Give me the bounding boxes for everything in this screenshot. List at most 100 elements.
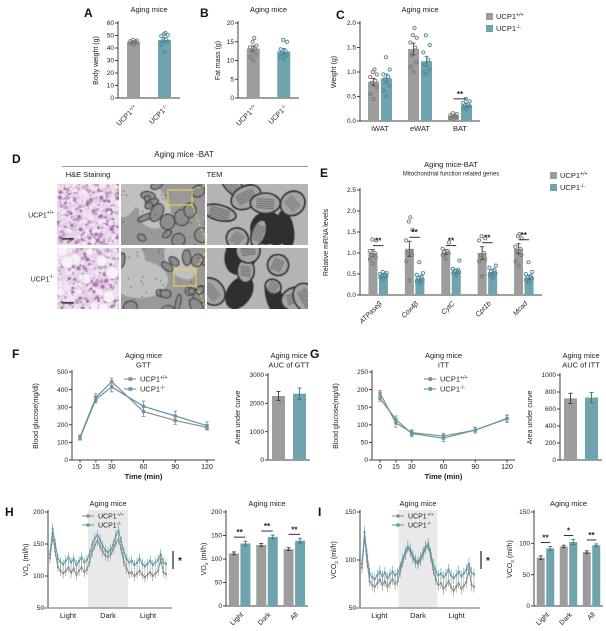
- svg-text:**: **: [237, 528, 244, 537]
- svg-text:UCP1-/-​: UCP1-/-​: [408, 521, 432, 529]
- svg-text:Aging mice: Aging mice: [425, 351, 462, 360]
- svg-text:0: 0: [552, 457, 556, 464]
- svg-text:BAT: BAT: [453, 124, 467, 133]
- svg-text:Light: Light: [371, 611, 388, 620]
- panel-c-letter: C: [336, 8, 345, 22]
- vco2-timecourse-chart: 50 100 150 VCO2​ (ml/h) Aging mice Light Dark L…: [331, 499, 490, 620]
- svg-text:200: 200: [211, 509, 222, 516]
- svg-text:**: **: [291, 525, 298, 534]
- svg-text:Aging mice: Aging mice: [550, 499, 587, 508]
- svg-text:VO2​ (ml/h): VO2​ (ml/h): [23, 544, 32, 577]
- svg-text:Aging mice: Aging mice: [399, 499, 436, 508]
- svg-text:15: 15: [227, 39, 235, 46]
- tissue-weight-chart: 0.0 0.5 1.0 1.5 2.0 Weight (g) Aging mice iWAT e…: [331, 5, 524, 133]
- svg-text:eWAT: eWAT: [410, 124, 430, 133]
- tem-zoom-image-ko: [207, 248, 308, 309]
- svg-text:All: All: [586, 611, 597, 622]
- panel-a-letter: A: [84, 6, 93, 20]
- svg-text:**: **: [457, 90, 464, 99]
- svg-text:0.5: 0.5: [347, 94, 356, 101]
- svg-text:120: 120: [501, 464, 513, 471]
- svg-text:Dark: Dark: [100, 611, 116, 620]
- svg-text:UCP1+/+​: UCP1+/+​: [140, 375, 168, 384]
- svg-text:UCP1-/-​: UCP1-/-​: [440, 385, 465, 394]
- svg-text:UCP1+/+​: UCP1+/+​: [560, 171, 588, 180]
- svg-text:1.5: 1.5: [347, 45, 356, 52]
- svg-text:UCP1-/-​: UCP1-/-​: [98, 521, 122, 529]
- svg-text:150: 150: [211, 533, 222, 540]
- svg-text:ATPaseβ: ATPaseβ: [358, 300, 384, 326]
- svg-text:Area under curve: Area under curve: [235, 391, 242, 445]
- svg-text:0.0: 0.0: [347, 118, 356, 125]
- svg-text:Light: Light: [60, 611, 77, 620]
- svg-text:**: **: [484, 234, 491, 243]
- panel-g-letter: G: [310, 347, 320, 361]
- ucp1-ko-row-label: UCP1-/-: [30, 274, 54, 284]
- svg-text:Weight (g): Weight (g): [331, 56, 338, 88]
- svg-text:15: 15: [92, 464, 100, 471]
- svg-text:Area under curve: Area under curve: [527, 391, 534, 445]
- svg-text:Aging mice-BAT: Aging mice-BAT: [424, 160, 478, 169]
- svg-text:150: 150: [357, 404, 368, 411]
- panel-f-letter: F: [12, 347, 20, 361]
- svg-text:150: 150: [33, 541, 44, 548]
- svg-text:120: 120: [201, 464, 213, 471]
- svg-text:250: 250: [357, 369, 368, 376]
- svg-text:Aging mice: Aging mice: [130, 5, 167, 14]
- svg-text:Body weight (g): Body weight (g): [93, 36, 100, 85]
- svg-text:Light: Light: [229, 611, 245, 627]
- svg-text:1000: 1000: [542, 372, 557, 379]
- svg-text:60: 60: [140, 464, 148, 471]
- svg-text:1.0: 1.0: [347, 250, 356, 257]
- svg-text:GTT: GTT: [136, 361, 151, 370]
- svg-text:2000: 2000: [250, 401, 265, 408]
- svg-text:Aging mice: Aging mice: [401, 5, 438, 14]
- svg-text:Fat mass (g): Fat mass (g): [215, 41, 222, 80]
- svg-text:Dark: Dark: [257, 611, 273, 627]
- svg-text:**: **: [542, 533, 549, 542]
- svg-text:50: 50: [215, 580, 223, 587]
- panel-e-letter: E: [320, 166, 329, 180]
- svg-text:0.5: 0.5: [347, 271, 356, 278]
- itt-auc-chart: 0 200 400 600 800 1000 Area under curve Aging m…: [527, 351, 602, 464]
- svg-text:20: 20: [107, 70, 115, 77]
- svg-text:Relative mRNA levels: Relative mRNA levels: [323, 208, 330, 276]
- svg-text:UCP1-/-​: UCP1-/-​: [496, 24, 521, 33]
- svg-text:0: 0: [64, 457, 68, 464]
- svg-text:UCP1-/-​: UCP1-/-​: [140, 385, 165, 394]
- panel-b-letter: B: [200, 6, 209, 20]
- svg-text:60: 60: [107, 20, 115, 27]
- svg-text:0.0: 0.0: [347, 292, 356, 299]
- svg-text:2.0: 2.0: [347, 208, 356, 215]
- svg-text:20: 20: [227, 20, 235, 27]
- svg-text:1000: 1000: [250, 429, 265, 436]
- svg-text:Light: Light: [535, 611, 551, 627]
- svg-text:90: 90: [471, 464, 479, 471]
- svg-text:150: 150: [345, 509, 356, 516]
- svg-text:UCP1+/+​: UCP1+/+​: [408, 512, 434, 520]
- svg-text:**: **: [264, 522, 271, 531]
- svg-text:ITT: ITT: [438, 361, 450, 370]
- svg-text:**: **: [375, 237, 382, 246]
- vco2-bar-chart: 0 50 100 150 VCO2​ (ml/h) Aging mice Light Dark…: [507, 499, 603, 627]
- svg-text:30: 30: [408, 464, 416, 471]
- svg-text:AUC of GTT: AUC of GTT: [268, 361, 310, 370]
- svg-text:VCO2​ (ml/h): VCO2​ (ml/h): [507, 540, 516, 578]
- svg-text:Time (min): Time (min): [125, 472, 163, 481]
- svg-text:Dark: Dark: [410, 611, 426, 620]
- svg-text:3000: 3000: [250, 372, 265, 379]
- svg-text:100: 100: [345, 557, 356, 564]
- svg-text:Mitochondrial function related: Mitochondrial function related genes: [403, 172, 499, 178]
- svg-text:200: 200: [33, 509, 44, 516]
- panel-i-letter: I: [318, 505, 322, 519]
- svg-text:Aging mice: Aging mice: [270, 351, 307, 360]
- svg-text:VO2​ (ml/h): VO2​ (ml/h): [201, 543, 210, 576]
- svg-text:50: 50: [361, 440, 369, 447]
- svg-text:UCP1+/+​: UCP1+/+​: [440, 375, 468, 384]
- svg-text:50: 50: [37, 605, 45, 612]
- svg-text:Blood glucose(mg/dl): Blood glucose(mg/dl): [33, 383, 40, 449]
- svg-text:CytC: CytC: [440, 300, 457, 317]
- svg-text:400: 400: [57, 387, 68, 394]
